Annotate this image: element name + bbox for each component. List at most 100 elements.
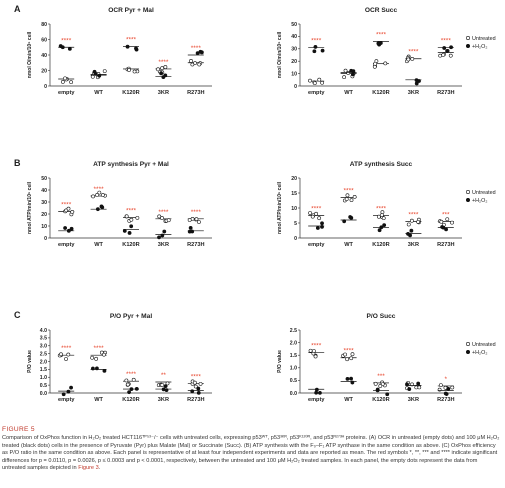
- chart-title: ATP synthesis Succ: [350, 161, 413, 168]
- treated-point: [345, 376, 350, 381]
- untreated-point: [349, 198, 354, 203]
- x-tick-label-R273H: R273H: [187, 90, 204, 96]
- panel-letter-C: C: [14, 310, 21, 320]
- y-tick-label: 5: [294, 221, 297, 227]
- y-tick-label: 20: [41, 212, 47, 218]
- x-tick-label-K120R: K120R: [372, 397, 389, 403]
- untreated-point: [406, 222, 411, 227]
- untreated-point: [438, 383, 443, 388]
- x-tick-label-empty: empty: [308, 242, 325, 248]
- chart-title: OCR Succ: [365, 7, 398, 14]
- treated-point: [67, 46, 72, 51]
- untreated-point: [448, 53, 453, 58]
- y-tick-label: 30: [41, 200, 47, 206]
- untreated-point: [379, 213, 384, 217]
- legend-untreated-label: Untreated: [472, 190, 496, 196]
- significance-marker: ****: [441, 38, 452, 45]
- y-tick-label: 3.0: [40, 344, 47, 350]
- treated-point: [163, 384, 168, 389]
- x-tick-label-empty: empty: [58, 90, 75, 96]
- untreated-point: [310, 214, 315, 219]
- significance-marker: ****: [158, 209, 169, 216]
- untreated-point: [165, 381, 170, 386]
- untreated-point: [197, 62, 202, 67]
- x-tick-label-empty: empty: [308, 90, 325, 96]
- untreated-point: [320, 80, 325, 85]
- untreated-point: [129, 217, 134, 222]
- untreated-point: [166, 218, 171, 223]
- y-tick-label: 1.0: [290, 366, 297, 372]
- treated-point: [122, 229, 127, 233]
- untreated-point: [197, 220, 201, 224]
- untreated-point: [124, 214, 129, 219]
- legend-untreated-marker: [465, 341, 470, 346]
- treated-point: [99, 204, 104, 209]
- untreated-point: [317, 77, 322, 82]
- significance-marker: ****: [126, 208, 137, 215]
- treated-point: [161, 75, 166, 80]
- treated-point: [164, 388, 169, 393]
- y-tick-label: 20: [291, 176, 297, 182]
- treated-point: [129, 387, 134, 391]
- significance-marker: ****: [408, 49, 419, 56]
- x-tick-label-WT: WT: [344, 90, 353, 96]
- untreated-point: [90, 355, 95, 360]
- y-tick-label: 20: [41, 68, 47, 74]
- x-tick-label-K120R: K120R: [122, 90, 139, 96]
- treated-point: [134, 46, 138, 51]
- x-tick-label-R273H: R273H: [187, 397, 204, 403]
- treated-point: [157, 235, 161, 240]
- x-tick-label-K120R: K120R: [372, 90, 389, 96]
- y-axis-label: P/O value: [277, 350, 283, 373]
- untreated-point: [410, 56, 415, 61]
- untreated-point: [124, 378, 129, 383]
- treated-point: [375, 387, 380, 392]
- untreated-point: [406, 57, 411, 62]
- untreated-point: [312, 81, 317, 86]
- x-tick-label-WT: WT: [344, 242, 353, 248]
- untreated-point: [102, 69, 107, 74]
- y-tick-label: 1.5: [290, 353, 297, 359]
- chart-B-2: ATP synthesis Succ 0 5 10 15 20 nmol ATP/min/1…: [277, 161, 496, 248]
- x-tick-label-empty: empty: [308, 397, 325, 403]
- untreated-point: [342, 75, 347, 80]
- significance-marker: ****: [311, 38, 322, 45]
- significance-marker: ****: [344, 348, 355, 355]
- untreated-point: [349, 356, 354, 361]
- y-tick-label: 40: [41, 188, 47, 194]
- untreated-point: [317, 216, 322, 221]
- treated-point: [446, 387, 451, 391]
- untreated-point: [373, 61, 378, 66]
- treated-point: [385, 392, 390, 397]
- untreated-point: [352, 194, 357, 199]
- significance-marker: ****: [191, 209, 202, 216]
- x-tick-label-3KR: 3KR: [158, 90, 169, 96]
- untreated-point: [314, 211, 318, 216]
- y-tick-label: 50: [291, 22, 297, 28]
- untreated-point: [90, 74, 95, 79]
- legend-untreated-label: Untreated: [472, 36, 496, 42]
- chart-title: ATP synthesis Pyr + Mal: [93, 161, 169, 168]
- untreated-point: [438, 53, 443, 58]
- treated-point: [342, 219, 347, 224]
- caption-body: Comparison of OxPhos function in H₂O₂ tr…: [2, 435, 500, 471]
- untreated-point: [189, 59, 193, 63]
- significance-marker: ***: [442, 212, 450, 219]
- figure-panels: A OCR Pyr + Mal 0 20 40 60 80 nmol O/min/10⁶ ce…: [14, 4, 496, 403]
- treated-point: [129, 224, 134, 229]
- y-tick-label: 0: [294, 84, 297, 90]
- chart-title: OCR Pyr + Mal: [108, 7, 154, 14]
- y-tick-label: 1.0: [40, 375, 47, 381]
- x-tick-label-WT: WT: [94, 397, 103, 403]
- panel-letter-B: B: [14, 158, 21, 168]
- treated-point: [97, 73, 102, 78]
- significance-marker: ****: [61, 345, 72, 352]
- untreated-point: [156, 67, 160, 72]
- y-tick-label: 20: [291, 59, 297, 65]
- untreated-point: [94, 356, 99, 361]
- caption-figure-link[interactable]: Figure 3: [78, 465, 99, 471]
- significance-marker: ****: [94, 345, 105, 352]
- y-tick-label: 40: [41, 53, 47, 59]
- treated-point: [63, 226, 68, 230]
- significance-marker: *: [445, 376, 448, 383]
